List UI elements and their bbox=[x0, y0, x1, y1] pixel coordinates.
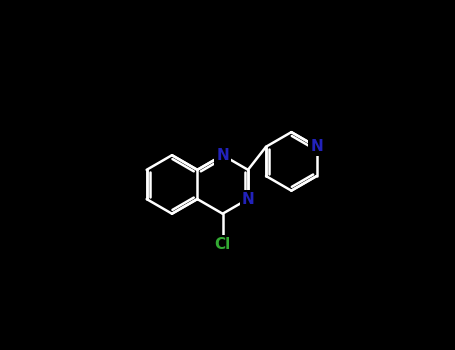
Text: N: N bbox=[216, 148, 229, 163]
Text: N: N bbox=[310, 139, 323, 154]
Text: Cl: Cl bbox=[214, 237, 231, 252]
Text: N: N bbox=[242, 191, 254, 206]
